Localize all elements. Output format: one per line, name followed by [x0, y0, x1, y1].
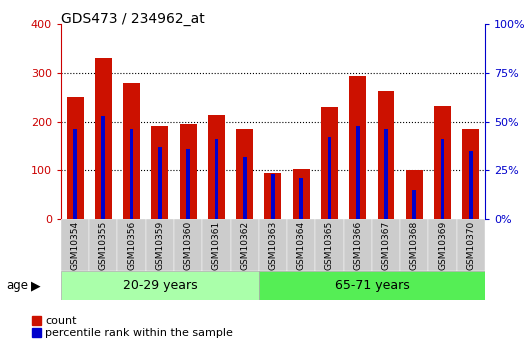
- Text: GSM10369: GSM10369: [438, 221, 447, 270]
- Bar: [101, 116, 105, 219]
- Bar: [73, 129, 77, 219]
- Text: 20-29 years: 20-29 years: [122, 279, 197, 292]
- Bar: [349, 76, 366, 219]
- Bar: [152, 127, 169, 219]
- Text: GSM10359: GSM10359: [155, 221, 164, 270]
- Bar: [202, 219, 231, 271]
- Bar: [462, 129, 479, 219]
- Bar: [400, 219, 428, 271]
- Bar: [243, 157, 246, 219]
- Bar: [469, 151, 473, 219]
- Text: GSM10360: GSM10360: [184, 221, 192, 270]
- Bar: [215, 139, 218, 219]
- Text: GSM10361: GSM10361: [212, 221, 221, 270]
- Text: GSM10354: GSM10354: [70, 221, 80, 270]
- Bar: [174, 219, 202, 271]
- Bar: [384, 129, 388, 219]
- Bar: [372, 219, 400, 271]
- Bar: [440, 139, 445, 219]
- Bar: [264, 173, 281, 219]
- Bar: [95, 58, 112, 219]
- Bar: [61, 271, 259, 300]
- Bar: [61, 219, 89, 271]
- Bar: [180, 124, 197, 219]
- Text: GSM10355: GSM10355: [99, 221, 108, 270]
- Text: GSM10362: GSM10362: [240, 221, 249, 270]
- Bar: [406, 170, 423, 219]
- Bar: [123, 83, 140, 219]
- Bar: [158, 147, 162, 219]
- Bar: [457, 219, 485, 271]
- Bar: [299, 178, 303, 219]
- Bar: [259, 271, 485, 300]
- Bar: [208, 115, 225, 219]
- Text: GSM10368: GSM10368: [410, 221, 419, 270]
- Bar: [271, 174, 275, 219]
- Text: GDS473 / 234962_at: GDS473 / 234962_at: [61, 12, 205, 26]
- Bar: [130, 129, 134, 219]
- Text: GSM10367: GSM10367: [382, 221, 391, 270]
- Bar: [315, 219, 343, 271]
- Text: GSM10370: GSM10370: [466, 221, 475, 270]
- Text: ▶: ▶: [31, 279, 40, 292]
- Text: GSM10363: GSM10363: [269, 221, 277, 270]
- Bar: [434, 106, 451, 219]
- Bar: [428, 219, 457, 271]
- Bar: [231, 219, 259, 271]
- Bar: [259, 219, 287, 271]
- Bar: [236, 129, 253, 219]
- Text: 65-71 years: 65-71 years: [334, 279, 409, 292]
- Bar: [287, 219, 315, 271]
- Bar: [343, 219, 372, 271]
- Bar: [89, 219, 118, 271]
- Bar: [356, 126, 360, 219]
- Text: age: age: [6, 279, 29, 292]
- Bar: [412, 190, 416, 219]
- Bar: [186, 149, 190, 219]
- Text: GSM10366: GSM10366: [354, 221, 362, 270]
- Bar: [67, 97, 84, 219]
- Bar: [293, 169, 310, 219]
- Bar: [146, 219, 174, 271]
- Bar: [328, 137, 331, 219]
- Text: GSM10365: GSM10365: [325, 221, 334, 270]
- Text: GSM10364: GSM10364: [297, 221, 306, 270]
- Bar: [118, 219, 146, 271]
- Legend: count, percentile rank within the sample: count, percentile rank within the sample: [32, 316, 233, 338]
- Bar: [377, 91, 394, 219]
- Text: GSM10356: GSM10356: [127, 221, 136, 270]
- Bar: [321, 107, 338, 219]
